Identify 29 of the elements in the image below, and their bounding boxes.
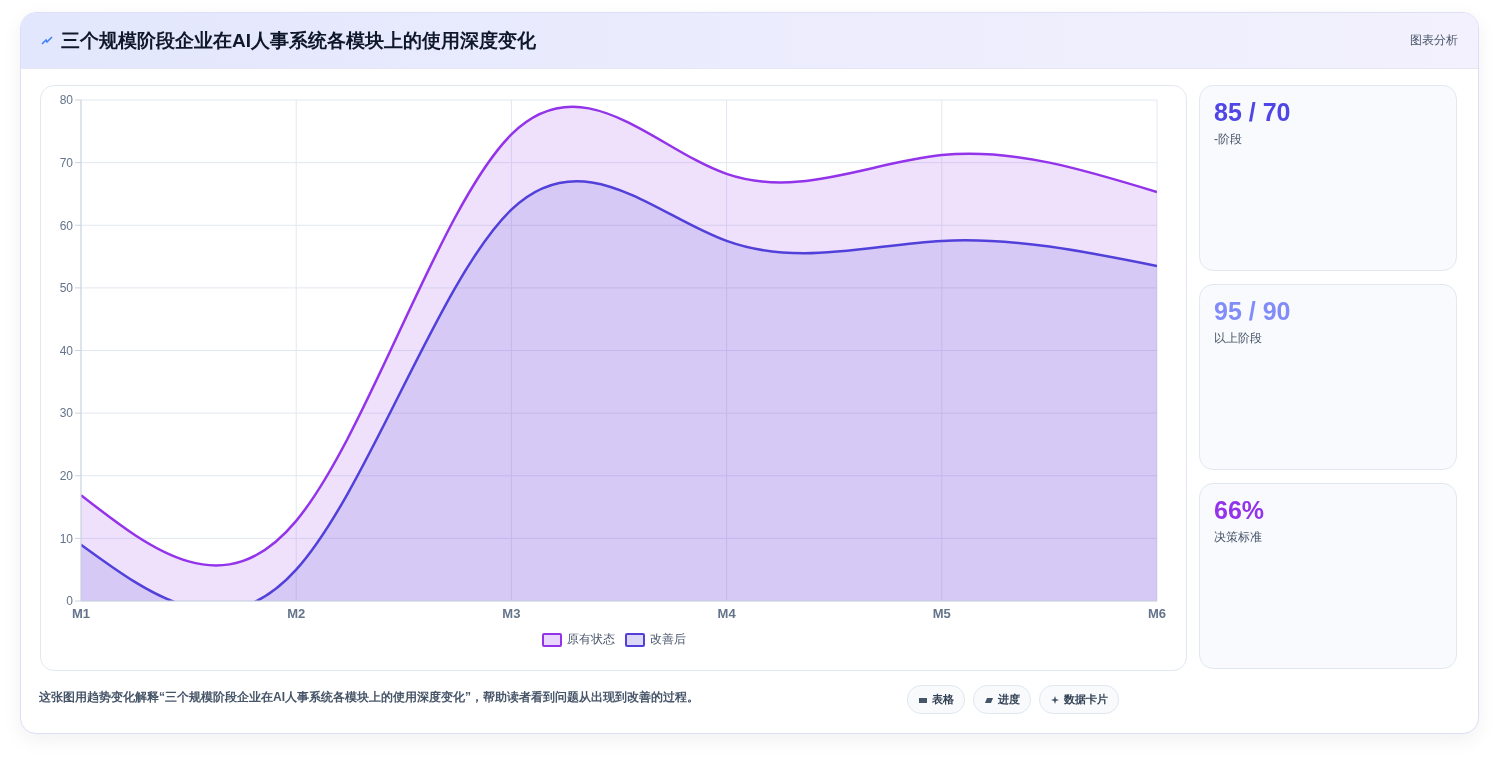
text: 表格 (907, 685, 965, 714)
y-tick-label: 70 (59, 155, 74, 170)
chart-title: 三个规模阶段企业在AI人事系统各模块上的使用深度变化 (61, 28, 536, 53)
text: 85 / 70 (1214, 98, 1292, 127)
text: 66% (1214, 496, 1266, 525)
legend-label: 原有状态 (565, 631, 615, 648)
x-tick-label: M4 (717, 606, 737, 622)
y-tick-label: 10 (59, 531, 74, 546)
text: 这张图用趋势变化解释“三个规模阶段企业在AI人事系统各模块上的使用深度变化”，帮助读者看到问题从出现到改善的过程。 (39, 689, 699, 706)
x-tick-label: M6 (1147, 606, 1167, 622)
y-tick-label: 80 (59, 93, 74, 108)
text: 图表分析 (1410, 32, 1458, 49)
y-tick-label: 50 (59, 281, 74, 296)
y-tick-label: 60 (59, 218, 74, 233)
legend-label: 改善后 (648, 631, 686, 648)
x-tick-label: M1 (71, 606, 91, 622)
text: -阶段 (1214, 131, 1243, 148)
x-tick-label: M5 (932, 606, 951, 622)
text: 数据卡片 (1039, 685, 1119, 714)
y-tick-label: 0 (66, 594, 74, 609)
x-tick-label: M3 (502, 606, 521, 622)
y-tick-label: 40 (59, 343, 74, 358)
y-tick-label: 30 (59, 406, 74, 421)
text: 进度 (973, 685, 1031, 714)
text: 以上阶段 (1214, 330, 1263, 347)
text: 95 / 90 (1214, 297, 1292, 326)
x-tick-label: M2 (287, 606, 306, 622)
text: 决策标准 (1214, 529, 1263, 546)
y-tick-label: 20 (59, 469, 74, 484)
